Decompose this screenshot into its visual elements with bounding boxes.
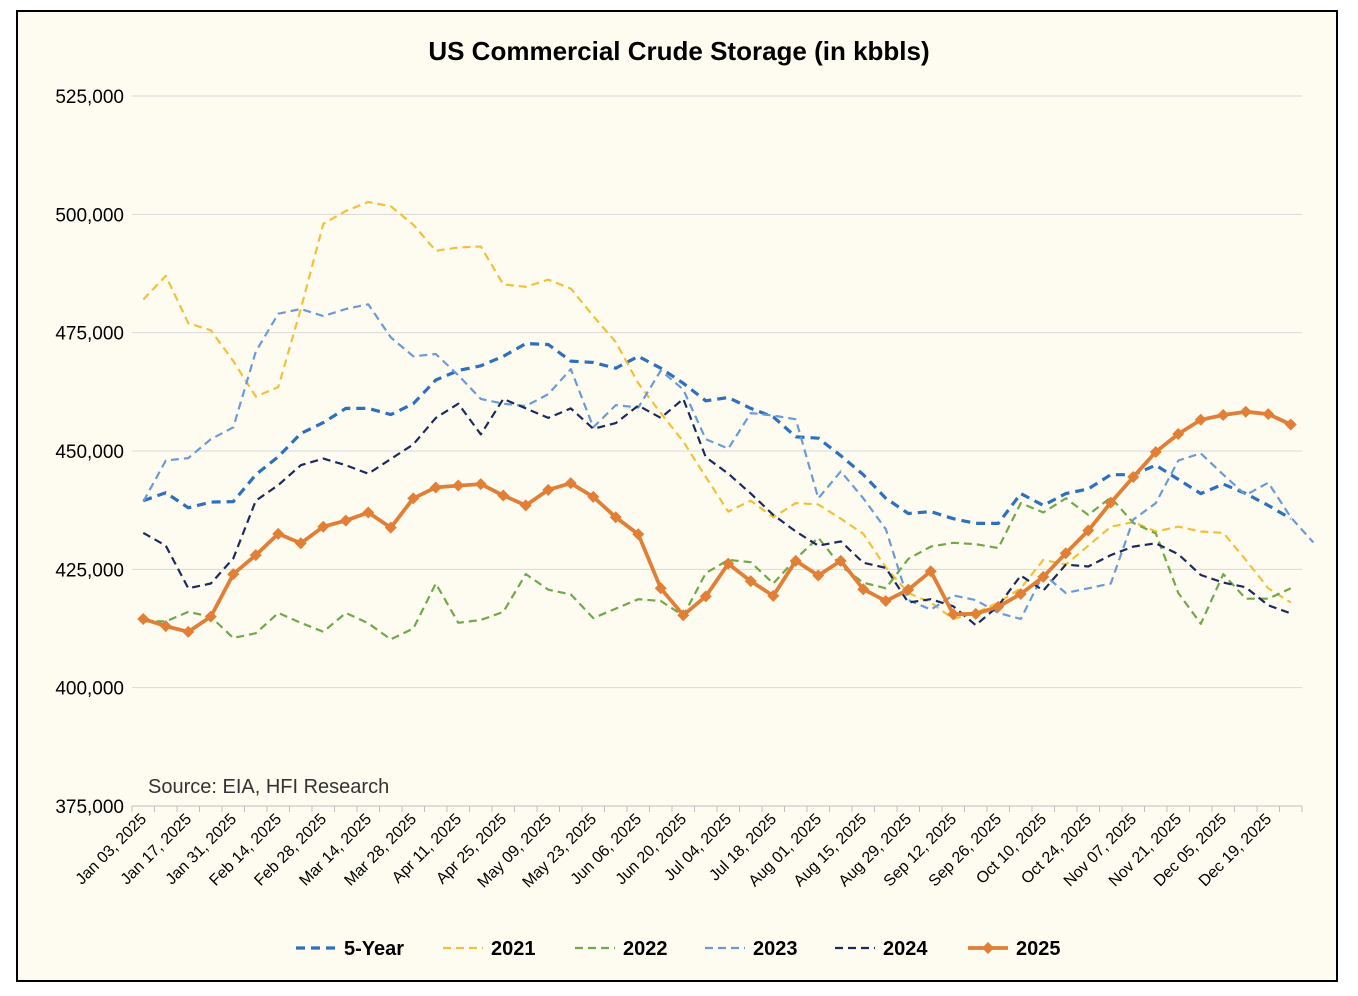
data-point-2025	[542, 483, 555, 496]
legend-label-2022: 2022	[623, 938, 668, 960]
data-point-2025	[1014, 587, 1027, 600]
series-line-2023	[142, 303, 1315, 621]
data-point-2025	[474, 478, 487, 491]
data-point-2025	[182, 625, 195, 638]
data-point-2025	[587, 490, 600, 503]
data-point-2025	[1217, 409, 1230, 422]
data-point-2025	[384, 521, 397, 534]
legend: 5-Year 2021 2022 2023 2024 2025	[296, 938, 1061, 960]
data-point-2025	[407, 492, 420, 505]
legend-label-5-year: 5-Year	[344, 938, 404, 960]
source-note: Source: EIA, HFI Research	[148, 776, 389, 798]
data-point-2025	[902, 583, 915, 596]
y-tick-label: 425,000	[55, 560, 124, 581]
y-tick-label: 400,000	[55, 679, 124, 700]
data-point-2025	[632, 528, 645, 541]
chart-frame: US Commercial Crude Storage (in kbbls) 3…	[16, 10, 1338, 982]
data-point-2025	[1037, 570, 1050, 583]
y-tick-label: 500,000	[55, 205, 124, 226]
data-point-2025	[947, 608, 960, 621]
series-lines	[137, 200, 1315, 641]
data-point-2025	[227, 568, 240, 581]
data-point-2025	[429, 481, 442, 494]
data-point-2025	[879, 595, 892, 608]
data-point-2025	[272, 527, 285, 540]
chart-title: US Commercial Crude Storage (in kbbls)	[428, 36, 929, 66]
y-tick-label: 475,000	[55, 324, 124, 345]
data-point-2025	[654, 582, 667, 595]
legend-label-2025: 2025	[1016, 938, 1061, 960]
data-point-2025	[1127, 471, 1140, 484]
data-point-2025	[137, 613, 150, 626]
series-line-5-year	[142, 342, 1292, 525]
data-point-2025	[812, 569, 825, 582]
data-point-2025	[362, 506, 375, 519]
data-point-2025	[564, 477, 577, 490]
y-tick-label: 375,000	[55, 797, 124, 818]
data-point-2025	[1172, 427, 1185, 440]
data-point-2025	[744, 575, 757, 588]
data-point-2025	[249, 549, 262, 562]
gridlines	[131, 95, 1303, 812]
data-point-2025	[1059, 547, 1072, 560]
legend-label-2024: 2024	[883, 938, 928, 960]
data-point-2025	[767, 589, 780, 602]
y-tick-label: 450,000	[55, 442, 124, 463]
data-point-2025	[204, 610, 217, 623]
data-point-2025	[969, 607, 982, 620]
data-point-2025	[789, 554, 802, 567]
data-point-2025	[834, 554, 847, 567]
data-point-2025	[1082, 524, 1095, 537]
y-axis-ticks: 375,000 400,000 425,000 450,000 475,000 500,0…	[55, 87, 124, 818]
data-point-2025	[609, 511, 622, 524]
chart-svg: US Commercial Crude Storage (in kbbls) 3…	[55, 36, 1315, 960]
data-point-2025	[1284, 418, 1297, 431]
series-line-2025	[142, 409, 1292, 634]
series-line-2021	[142, 200, 1292, 621]
data-point-2025	[452, 479, 465, 492]
data-point-2025	[519, 499, 532, 512]
legend-label-2023: 2023	[753, 938, 798, 960]
series-line-2022	[143, 496, 1292, 641]
data-point-2025	[677, 609, 690, 622]
data-point-2025	[339, 514, 352, 527]
data-point-2025	[159, 620, 172, 633]
data-point-2025	[1262, 408, 1275, 421]
data-point-2025	[699, 590, 712, 603]
data-point-2025	[294, 537, 307, 550]
data-point-2025	[317, 520, 330, 533]
data-point-2025	[497, 489, 510, 502]
series-line-2024	[142, 397, 1292, 627]
legend-label-2021: 2021	[491, 938, 536, 960]
data-point-2025	[1239, 405, 1252, 418]
data-point-2025	[722, 557, 735, 570]
data-point-2025	[924, 565, 937, 578]
data-point-2025	[1149, 445, 1162, 458]
data-point-2025	[1104, 496, 1117, 509]
legend-marker	[982, 942, 994, 954]
data-point-2025	[857, 583, 870, 596]
data-point-2025	[1194, 413, 1207, 426]
data-point-2025	[992, 600, 1005, 613]
y-tick-label: 525,000	[55, 87, 124, 108]
